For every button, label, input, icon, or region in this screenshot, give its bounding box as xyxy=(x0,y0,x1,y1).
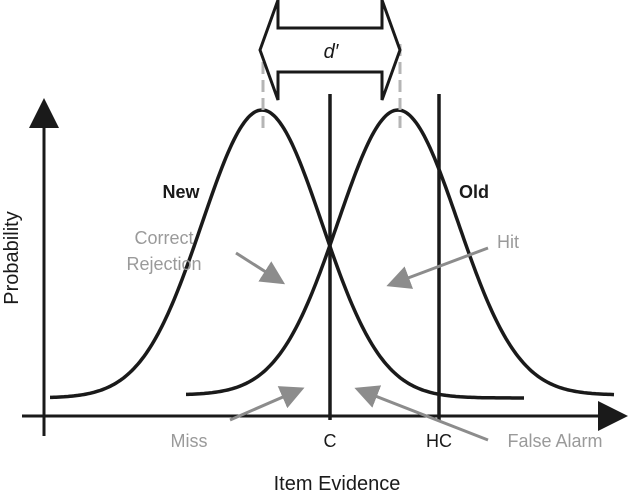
y-axis-title: Probability xyxy=(1,211,23,304)
d-prime-double-arrow xyxy=(258,0,402,101)
miss-arrow xyxy=(229,386,305,422)
old-label: Old xyxy=(459,182,489,202)
false-alarm-label: False Alarm xyxy=(507,431,602,451)
hit-arrow xyxy=(386,246,489,289)
criterion-label: C xyxy=(324,431,337,451)
correct-rejection-arrow xyxy=(235,251,286,285)
x-axis-title: Item Evidence xyxy=(274,473,401,492)
correct-rejection-label-line2: Rejection xyxy=(126,254,201,274)
high-criterion-label: HC xyxy=(426,431,452,451)
miss-label: Miss xyxy=(171,431,208,451)
hit-label: Hit xyxy=(497,232,519,252)
false-alarm-arrow xyxy=(354,385,489,442)
new-distribution-curve xyxy=(50,108,524,400)
d-prime-label: d′ xyxy=(324,41,340,63)
correct-rejection-label-line1: Correct xyxy=(134,228,193,248)
old-distribution-curve xyxy=(186,108,615,397)
new-label: New xyxy=(162,182,200,202)
